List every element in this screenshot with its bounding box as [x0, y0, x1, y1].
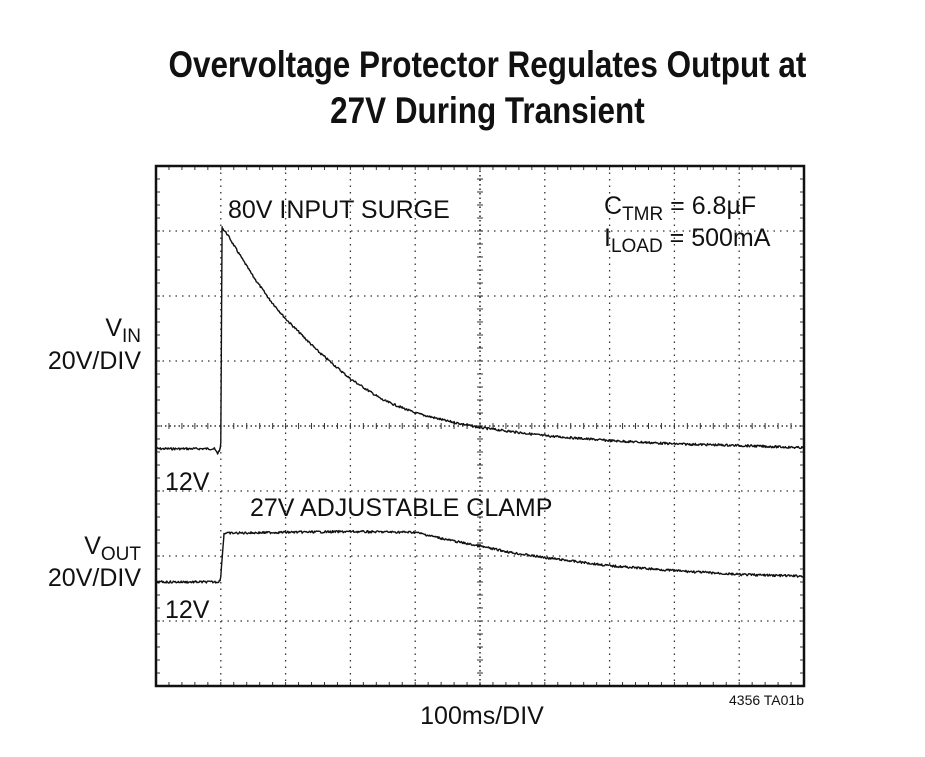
vin-scale-label: 20V/DIV: [48, 347, 141, 375]
vout-baseline-label: 12V: [165, 596, 210, 624]
figure-id: 4356 TA01b: [729, 692, 804, 708]
trace-vin: [155, 226, 805, 455]
chart-title: Overvoltage Protector Regulates Output a…: [73, 42, 902, 134]
vout-axis-label: VOUT: [84, 532, 141, 565]
x-axis-label: 100ms/DIV: [420, 702, 544, 730]
vin-axis-label: VIN: [105, 314, 141, 347]
chart-title-line-2: 27V During Transient: [330, 90, 645, 131]
vin-annotation: 80V INPUT SURGE: [228, 196, 450, 224]
chart-title-line-1: Overvoltage Protector Regulates Output a…: [168, 44, 807, 85]
condition-ctmr: CTMR = 6.8µF: [604, 192, 756, 225]
trace-vout: [155, 529, 805, 584]
vout-annotation: 27V ADJUSTABLE CLAMP: [250, 494, 552, 522]
condition-iload: ILOAD = 500mA: [604, 224, 771, 257]
vout-scale-label: 20V/DIV: [48, 564, 141, 592]
vin-baseline-label: 12V: [165, 468, 210, 496]
traces: [155, 226, 805, 584]
plot-frame: [154, 164, 806, 688]
